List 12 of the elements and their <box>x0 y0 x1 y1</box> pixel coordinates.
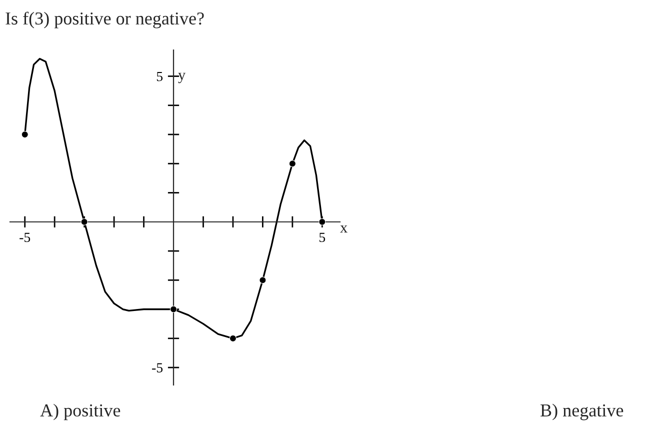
point <box>229 334 236 342</box>
point <box>170 306 178 313</box>
point <box>288 160 296 168</box>
point <box>80 218 88 226</box>
y-axis-title: y <box>178 72 186 84</box>
x-axis-title: x <box>340 225 348 232</box>
point <box>318 218 326 226</box>
chart-title: Is f(3) positive or negative? <box>6 12 204 28</box>
text: B) negative <box>540 404 624 420</box>
point <box>21 130 28 138</box>
text: A) positive <box>40 404 120 420</box>
point <box>259 276 266 284</box>
